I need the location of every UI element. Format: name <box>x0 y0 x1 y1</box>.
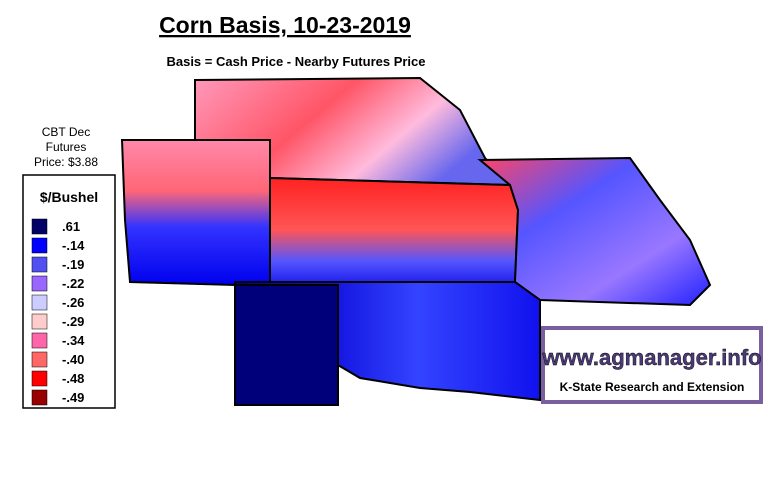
logo-url: www.agmanager.info <box>541 345 761 370</box>
legend-swatch <box>31 370 48 387</box>
legend-title: $/Bushel <box>40 189 98 205</box>
legend-swatch <box>31 237 48 254</box>
futures-note-line: CBT Dec <box>42 125 90 139</box>
legend-label: -.19 <box>62 257 84 272</box>
legend-label: -.40 <box>62 352 84 367</box>
legend-swatch <box>31 389 48 406</box>
map <box>120 76 712 406</box>
legend-label: -.49 <box>62 390 84 405</box>
legend-items: .61 -.14 -.19 -.22 -.26 -.29 -.34 -.40 -.48 -.49 <box>31 218 85 406</box>
legend-swatch <box>31 275 48 292</box>
legend-swatch <box>31 332 48 349</box>
panhandle-region <box>234 284 339 406</box>
legend-label: -.26 <box>62 295 84 310</box>
kansas-region <box>269 176 520 283</box>
legend-label: -.29 <box>62 314 84 329</box>
legend-box <box>22 174 116 409</box>
legend-swatch <box>31 294 48 311</box>
colorado-region <box>120 139 271 287</box>
logo-box <box>541 326 763 404</box>
legend-swatch <box>31 256 48 273</box>
legend-swatch <box>31 351 48 368</box>
legend-swatch <box>31 313 48 330</box>
legend-label: -.34 <box>62 333 85 348</box>
futures-note-line: Futures <box>46 140 87 154</box>
legend-label: -.14 <box>62 238 85 253</box>
legend-label: .61 <box>62 219 80 234</box>
legend-label: -.48 <box>62 371 84 386</box>
legend-swatch <box>31 218 48 235</box>
subtitle: Basis = Cash Price - Nearby Futures Pric… <box>166 54 425 69</box>
iowa-region <box>477 156 712 307</box>
title: Corn Basis, 10-23-2019 <box>159 12 411 38</box>
legend-label: -.22 <box>62 276 84 291</box>
logo-org: K-State Research and Extension <box>560 380 745 394</box>
futures-note-line: Price: $3.88 <box>34 155 98 169</box>
